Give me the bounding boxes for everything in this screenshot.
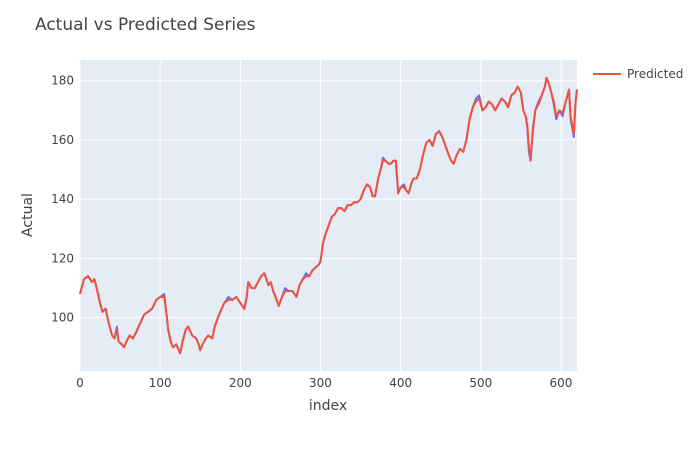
x-tick-label: 500 <box>469 376 492 390</box>
x-tick-label: 200 <box>229 376 252 390</box>
x-tick-label: 100 <box>149 376 172 390</box>
series-lines <box>79 76 578 355</box>
legend-label-predicted: Predicted <box>627 67 683 81</box>
x-tick-label: 300 <box>309 376 332 390</box>
series-line-predicted <box>79 76 578 355</box>
x-axis-title: index <box>309 398 347 414</box>
grid-lines <box>79 60 577 371</box>
y-tick-label: 100 <box>51 311 74 325</box>
tick-labels: 0 100 200 300 400 500 600 100 120 140 160 180 <box>51 74 572 390</box>
plot-background <box>80 60 577 371</box>
legend[interactable]: Predicted <box>593 67 683 81</box>
y-tick-label: 160 <box>51 133 74 147</box>
x-tick-label: 400 <box>389 376 412 390</box>
x-tick-label: 0 <box>76 376 84 390</box>
chart-title: Actual vs Predicted Series <box>35 15 256 35</box>
x-tick-label: 600 <box>550 376 573 390</box>
y-tick-label: 120 <box>51 251 74 265</box>
y-tick-label: 180 <box>51 74 74 88</box>
y-tick-label: 140 <box>51 192 74 206</box>
y-axis-title: Actual <box>20 193 36 237</box>
